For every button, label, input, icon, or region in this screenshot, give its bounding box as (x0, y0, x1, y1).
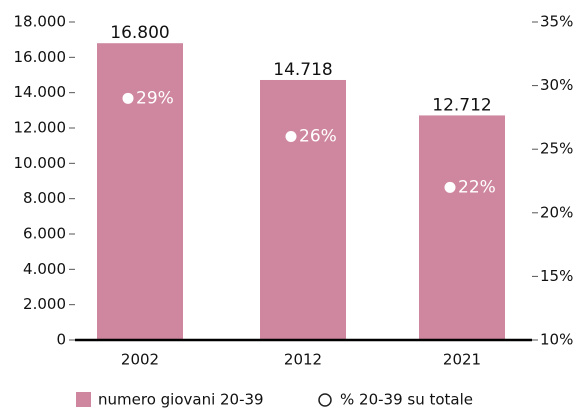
legend-label: numero giovani 20-39 (98, 391, 264, 409)
point-label: 22% (458, 177, 496, 197)
legend-swatch (318, 393, 332, 407)
y2-tick-label: 30% (540, 76, 573, 94)
x-tick-label: 2012 (284, 351, 322, 369)
legend-swatch (76, 392, 91, 407)
y2-tick-label: 35% (540, 13, 573, 31)
point (444, 181, 456, 193)
x-tick-label: 2021 (443, 351, 481, 369)
y2-tick-label: 25% (540, 140, 573, 158)
x-tick-label: 2002 (121, 351, 159, 369)
point (285, 130, 297, 142)
point-label: 26% (299, 126, 337, 146)
y-tick-label: 0 (56, 331, 66, 349)
y2-tick-label: 15% (540, 267, 573, 285)
y-tick-label: 10.000 (14, 154, 67, 172)
y-tick-label: 6.000 (23, 225, 66, 243)
legend-label: % 20-39 su totale (340, 391, 473, 409)
y2-tick-label: 20% (540, 203, 573, 221)
point (122, 92, 134, 104)
bar (97, 43, 183, 340)
point-label: 29% (136, 88, 174, 108)
y-tick-label: 16.000 (14, 48, 67, 66)
y-tick-label: 18.000 (14, 13, 67, 31)
y-tick-label: 12.000 (14, 119, 67, 137)
y-tick-label: 4.000 (23, 260, 66, 278)
y-tick-label: 2.000 (23, 295, 66, 313)
bar (260, 79, 346, 341)
y2-tick-label: 10% (540, 331, 573, 349)
bar-value-label: 14.718 (273, 60, 332, 80)
bar (419, 115, 505, 341)
bar-value-label: 12.712 (432, 95, 491, 115)
y-tick-label: 8.000 (23, 189, 66, 207)
y-tick-label: 14.000 (14, 83, 67, 101)
bar-value-label: 16.800 (110, 23, 169, 43)
